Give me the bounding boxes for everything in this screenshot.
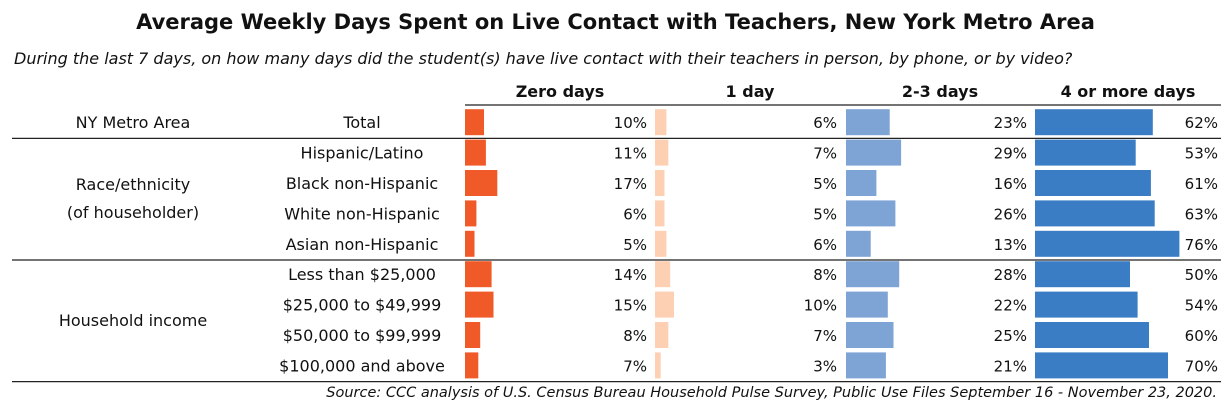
chart-subtitle: During the last 7 days, on how many days… [14, 49, 1073, 68]
bar [1035, 352, 1168, 379]
bar [1035, 291, 1138, 318]
data-label: 21% [994, 357, 1027, 375]
data-label: 7% [813, 327, 837, 345]
data-label: 28% [994, 266, 1027, 284]
row-label: Hispanic/Latino [301, 144, 424, 163]
data-label: 7% [813, 145, 837, 163]
bar [1035, 322, 1149, 348]
data-label: 26% [994, 205, 1027, 223]
bar [846, 291, 888, 318]
data-label: 14% [614, 266, 647, 284]
data-label: 76% [1185, 236, 1218, 254]
data-label: 54% [1185, 297, 1218, 315]
bar [655, 322, 669, 348]
group-label: (of householder) [67, 203, 199, 222]
bar [655, 352, 661, 379]
data-label: 11% [614, 145, 647, 163]
data-label: 8% [813, 266, 837, 284]
column-header-1: Zero days [516, 82, 605, 101]
data-label: 5% [813, 175, 837, 193]
bar [846, 109, 890, 136]
data-label: 5% [813, 205, 837, 223]
bar [465, 261, 492, 288]
bar [846, 322, 894, 348]
bar [465, 139, 486, 166]
row-label: Black non-Hispanic [286, 174, 438, 193]
data-label: 70% [1185, 357, 1218, 375]
row-label: $25,000 to $49,999 [283, 296, 442, 315]
data-label: 29% [994, 145, 1027, 163]
row-label: White non-Hispanic [284, 204, 440, 223]
bar [655, 291, 674, 318]
data-label: 5% [623, 236, 647, 254]
bar [655, 230, 667, 257]
bar [1035, 139, 1136, 166]
bar [846, 261, 900, 288]
bar [1035, 170, 1151, 196]
data-label: 6% [813, 236, 837, 254]
bar [465, 109, 484, 136]
row-label: $50,000 to $99,999 [283, 326, 442, 345]
bar [465, 322, 481, 348]
column-header-4: 4 or more days [1061, 82, 1196, 101]
bar [846, 200, 896, 227]
bar [846, 139, 902, 166]
chart-title: Average Weekly Days Spent on Live Contac… [136, 10, 1095, 34]
bar [655, 170, 665, 196]
bar [655, 200, 665, 227]
bar [655, 139, 669, 166]
data-label: 17% [614, 175, 647, 193]
data-label: 53% [1185, 145, 1218, 163]
data-label: 25% [994, 327, 1027, 345]
bar [465, 170, 498, 196]
bar [655, 261, 671, 288]
data-label: 10% [804, 297, 837, 315]
data-label: 6% [623, 205, 647, 223]
row-label: $100,000 and above [279, 356, 445, 375]
data-label: 22% [994, 297, 1027, 315]
bar [846, 230, 871, 257]
bar [465, 230, 475, 257]
bar [1035, 261, 1130, 288]
data-label: 61% [1185, 175, 1218, 193]
bar [655, 109, 667, 136]
data-label: 16% [994, 175, 1027, 193]
column-header-2: 1 day [726, 82, 775, 101]
bar [1035, 200, 1155, 227]
bar [1035, 109, 1153, 136]
data-label: 63% [1185, 205, 1218, 223]
data-label: 8% [623, 327, 647, 345]
row-label: Total [342, 113, 380, 132]
bar [846, 170, 877, 196]
group-label: NY Metro Area [76, 113, 191, 132]
bar [1035, 230, 1180, 257]
data-label: 50% [1185, 266, 1218, 284]
data-label: 15% [614, 297, 647, 315]
source-note: Source: CCC analysis of U.S. Census Bure… [326, 385, 1217, 401]
row-label: Less than $25,000 [288, 265, 436, 284]
data-label: 23% [994, 114, 1027, 132]
data-label: 10% [614, 114, 647, 132]
bar [465, 200, 477, 227]
data-label: 13% [994, 236, 1027, 254]
group-label: Household income [59, 311, 207, 330]
bar [465, 352, 479, 379]
data-label: 60% [1185, 327, 1218, 345]
bar [846, 352, 886, 379]
data-label: 6% [813, 114, 837, 132]
column-header-3: 2-3 days [902, 82, 978, 101]
group-label: Race/ethnicity [76, 175, 190, 194]
data-label: 3% [813, 357, 837, 375]
data-label: 62% [1185, 114, 1218, 132]
bar [465, 291, 494, 318]
row-label: Asian non-Hispanic [286, 235, 439, 254]
data-label: 7% [623, 357, 647, 375]
